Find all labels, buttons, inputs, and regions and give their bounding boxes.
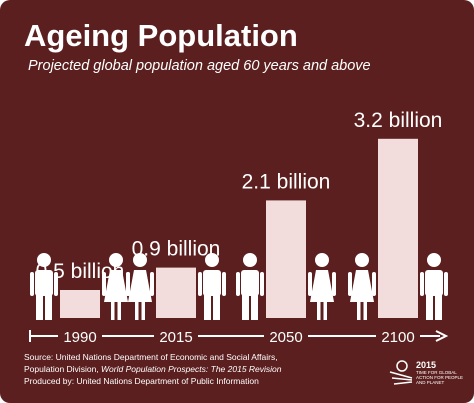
- logo-icon: [396, 360, 408, 372]
- x-tick-label: 2015: [159, 329, 192, 346]
- logo-year: 2015: [416, 360, 436, 370]
- person-head: [315, 253, 329, 267]
- person-arm: [222, 272, 226, 296]
- person-leg: [204, 294, 211, 320]
- value-label: 0.5 billion: [36, 260, 125, 283]
- person-leg: [117, 300, 121, 320]
- person-leg: [435, 294, 442, 320]
- value-label: 3.2 billion: [354, 109, 443, 132]
- x-tick-label: 2050: [269, 329, 302, 346]
- person-leg: [135, 300, 139, 320]
- person-leg: [317, 300, 321, 320]
- logo-swoosh: [389, 371, 413, 385]
- person-leg: [111, 300, 115, 320]
- person-arm: [348, 272, 352, 296]
- value-label: 2.1 billion: [242, 170, 331, 193]
- person-head: [37, 253, 51, 267]
- value-label: 0.9 billion: [132, 238, 221, 261]
- person-arm: [444, 272, 448, 296]
- source-line: Population Division, World Population Pr…: [24, 364, 282, 374]
- person-head: [205, 253, 219, 267]
- person-body: [104, 270, 128, 302]
- person-body: [425, 270, 443, 296]
- person-body: [35, 270, 53, 296]
- person-arm: [308, 272, 312, 296]
- person-body: [241, 270, 259, 296]
- person-leg: [141, 300, 145, 320]
- person-arm: [420, 272, 424, 296]
- person-body: [350, 270, 374, 302]
- person-head: [243, 253, 257, 267]
- x-tick-label: 1990: [63, 329, 96, 346]
- person-arm: [260, 272, 264, 296]
- bar: [60, 290, 100, 318]
- bar: [378, 138, 418, 318]
- logo-text: TIME FOR GLOBAL ACTION FOR PEOPLE AND PL…: [416, 370, 464, 385]
- bar: [266, 200, 306, 318]
- timeline-arrow: [435, 330, 449, 342]
- chart-title: Ageing Population: [24, 18, 298, 53]
- person-body: [310, 270, 334, 302]
- person-body: [128, 270, 152, 302]
- x-label-bg: [264, 328, 308, 344]
- logo-box: TIME FOR GLOBAL ACTION FOR PEOPLE AND PL…: [416, 370, 464, 385]
- x-label-bg: [154, 328, 198, 344]
- person-head: [355, 253, 369, 267]
- person-arm: [198, 272, 202, 296]
- x-tick-label: 2100: [381, 329, 414, 346]
- plot: 0.5 billion 0.9 billion 2.1 billion 3.2 bil…: [30, 109, 448, 320]
- person-leg: [213, 294, 220, 320]
- person-leg: [357, 300, 361, 320]
- person-head: [109, 253, 123, 267]
- person-arm: [372, 272, 376, 296]
- person-arm: [150, 272, 154, 296]
- bar: [156, 267, 196, 318]
- person-leg: [45, 294, 52, 320]
- person-head: [133, 253, 147, 267]
- source-line: Source: United Nations Department of Eco…: [24, 352, 278, 362]
- person-arm: [102, 272, 106, 296]
- person-leg: [323, 300, 327, 320]
- source-title: World Population Prospects: The 2015 Rev…: [101, 364, 282, 374]
- source-text: Population Division,: [24, 364, 101, 374]
- person-arm: [30, 272, 34, 296]
- person-leg: [36, 294, 43, 320]
- person-leg: [251, 294, 258, 320]
- person-arm: [236, 272, 240, 296]
- person-arm: [126, 272, 130, 296]
- person-head: [427, 253, 441, 267]
- chart-subtitle: Projected global population aged 60 year…: [28, 58, 371, 74]
- person-leg: [426, 294, 433, 320]
- person-arm: [332, 272, 336, 296]
- x-label-bg: [58, 328, 102, 344]
- x-label-bg: [376, 328, 420, 344]
- person-arm: [54, 272, 58, 296]
- producer-line: Produced by: United Nations Department o…: [24, 376, 259, 386]
- person-leg: [363, 300, 367, 320]
- person-body: [203, 270, 221, 296]
- person-leg: [242, 294, 249, 320]
